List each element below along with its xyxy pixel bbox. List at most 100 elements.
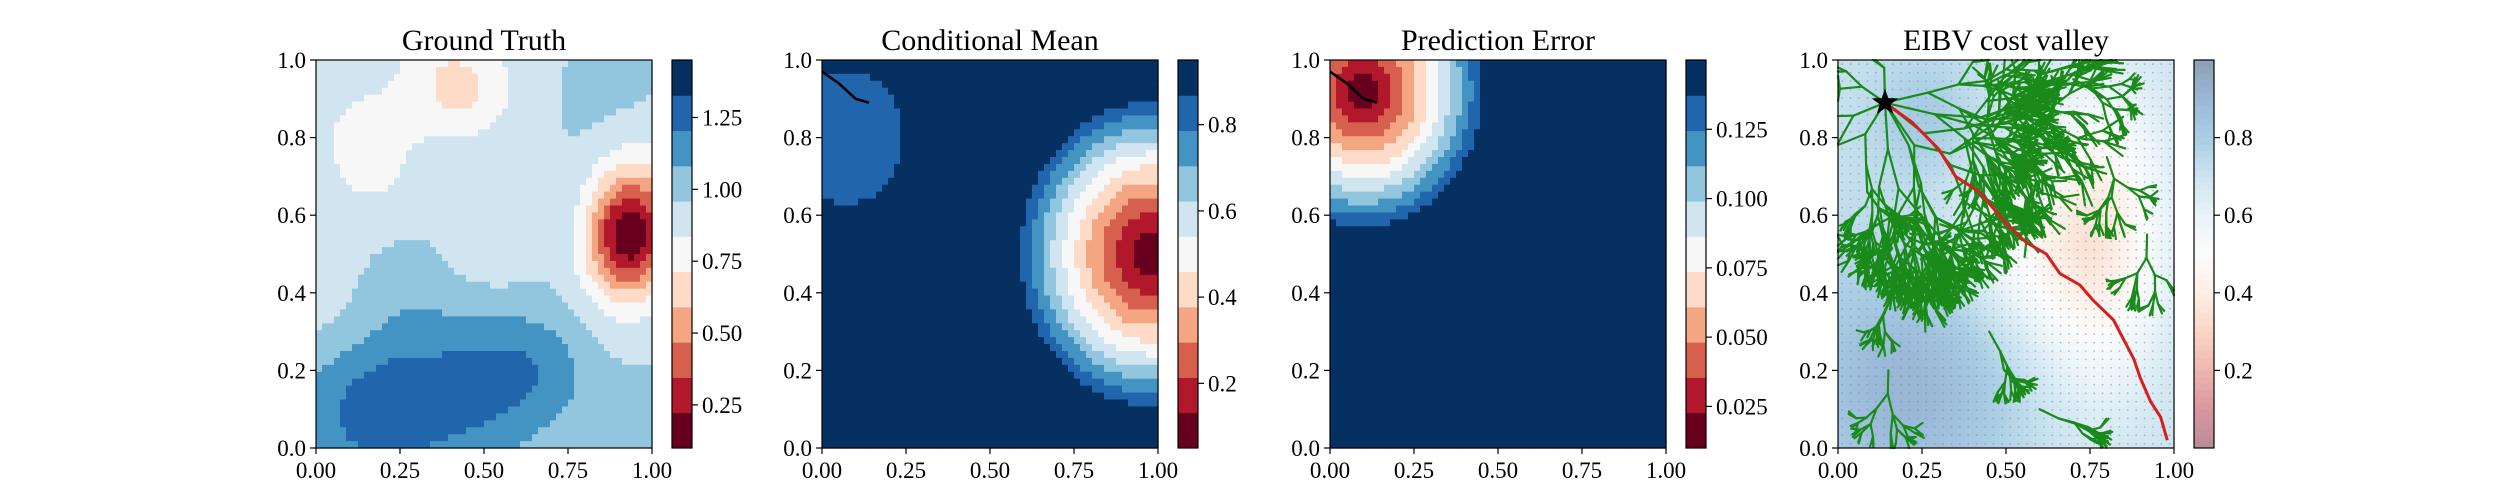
heatmap-cell: [358, 184, 365, 193]
heatmap-cell: [936, 267, 943, 276]
heatmap-cell: [864, 302, 871, 311]
heatmap-cell: [412, 80, 419, 89]
heatmap-cell: [460, 364, 467, 373]
heatmap-cell: [532, 441, 539, 449]
heatmap-cell: [574, 330, 581, 338]
heatmap-cell: [412, 364, 419, 373]
heatmap-cell: [858, 302, 865, 311]
heatmap-cell: [400, 198, 407, 207]
heatmap-cell: [514, 60, 521, 68]
heatmap-cell: [544, 330, 551, 338]
heatmap-cell: [316, 323, 323, 331]
heatmap-cell: [942, 80, 949, 89]
heatmap-cell: [822, 129, 829, 137]
heatmap-cell: [834, 309, 841, 317]
heatmap-cell: [364, 94, 371, 103]
heatmap-cell: [870, 427, 877, 435]
heatmap-cell: [936, 288, 943, 297]
heatmap-cell: [418, 281, 425, 290]
heatmap-cell: [960, 344, 967, 352]
heatmap-cell: [616, 254, 623, 262]
heatmap-cell: [586, 302, 593, 311]
heatmap-cell: [870, 219, 877, 227]
heatmap-cell: [966, 226, 973, 234]
heatmap-cell: [502, 378, 509, 387]
heatmap-cell: [876, 323, 883, 331]
heatmap-cell: [466, 226, 473, 234]
heatmap-cell: [418, 80, 425, 89]
heatmap-cell: [598, 420, 605, 428]
heatmap-cell: [574, 170, 581, 179]
heatmap-cell: [550, 357, 557, 366]
heatmap-cell: [598, 240, 605, 248]
heatmap-cell: [436, 254, 443, 262]
heatmap-cell: [1008, 316, 1015, 324]
heatmap-cell: [358, 309, 365, 317]
heatmap-cell: [822, 136, 829, 144]
heatmap-cell: [394, 212, 401, 220]
heatmap-cell: [840, 267, 847, 276]
heatmap-cell: [972, 94, 979, 103]
heatmap-cell: [900, 170, 907, 179]
heatmap-cell: [966, 406, 973, 414]
heatmap-cell: [448, 337, 455, 345]
heatmap-cell: [484, 434, 491, 442]
heatmap-cell: [436, 129, 443, 137]
heatmap-cell: [358, 434, 365, 442]
heatmap-cell: [370, 66, 377, 75]
heatmap-cell: [888, 163, 895, 172]
heatmap-cell: [592, 371, 599, 380]
heatmap-cell: [472, 205, 479, 214]
heatmap-cell: [466, 309, 473, 317]
heatmap-cell: [316, 170, 323, 179]
heatmap-cell: [580, 87, 587, 96]
heatmap-cell: [954, 80, 961, 89]
heatmap-cell: [460, 122, 467, 130]
heatmap-cell: [526, 427, 533, 435]
heatmap-cell: [550, 60, 557, 68]
heatmap-cell: [616, 371, 623, 380]
heatmap-cell: [406, 101, 413, 110]
heatmap-cell: [924, 427, 931, 435]
heatmap-cell: [442, 177, 449, 186]
heatmap-cell: [472, 122, 479, 130]
heatmap-cell: [822, 205, 829, 214]
heatmap-cell: [846, 219, 853, 227]
heatmap-cell: [424, 177, 431, 186]
heatmap-cell: [436, 212, 443, 220]
heatmap-cell: [598, 344, 605, 352]
heatmap-cell: [562, 122, 569, 130]
heatmap-cell: [370, 378, 377, 387]
heatmap-cell: [520, 170, 527, 179]
heatmap-cell: [942, 87, 949, 96]
heatmap-cell: [586, 80, 593, 89]
heatmap-cell: [996, 226, 1003, 234]
heatmap-cell: [840, 434, 847, 442]
heatmap-cell: [418, 441, 425, 449]
heatmap-cell: [538, 302, 545, 311]
heatmap-cell: [622, 302, 629, 311]
heatmap-cell: [984, 157, 991, 165]
heatmap-cell: [912, 323, 919, 331]
heatmap-cell: [322, 378, 329, 387]
heatmap-cell: [822, 254, 829, 262]
heatmap-cell: [822, 351, 829, 359]
heatmap-cell: [328, 330, 335, 338]
heatmap-cell: [460, 212, 467, 220]
heatmap-cell: [960, 309, 967, 317]
heatmap-cell: [984, 233, 991, 241]
heatmap-cell: [984, 260, 991, 269]
heatmap-cell: [316, 163, 323, 172]
heatmap-cell: [328, 205, 335, 214]
heatmap-cell: [882, 274, 889, 283]
heatmap-cell: [978, 150, 985, 158]
heatmap-cell: [852, 274, 859, 283]
heatmap-cell: [508, 198, 515, 207]
heatmap-cell: [568, 212, 575, 220]
heatmap-cell: [562, 434, 569, 442]
heatmap-cell: [514, 309, 521, 317]
heatmap-cell: [340, 143, 347, 151]
heatmap-cell: [322, 260, 329, 269]
heatmap-cell: [496, 323, 503, 331]
heatmap-cell: [586, 323, 593, 331]
